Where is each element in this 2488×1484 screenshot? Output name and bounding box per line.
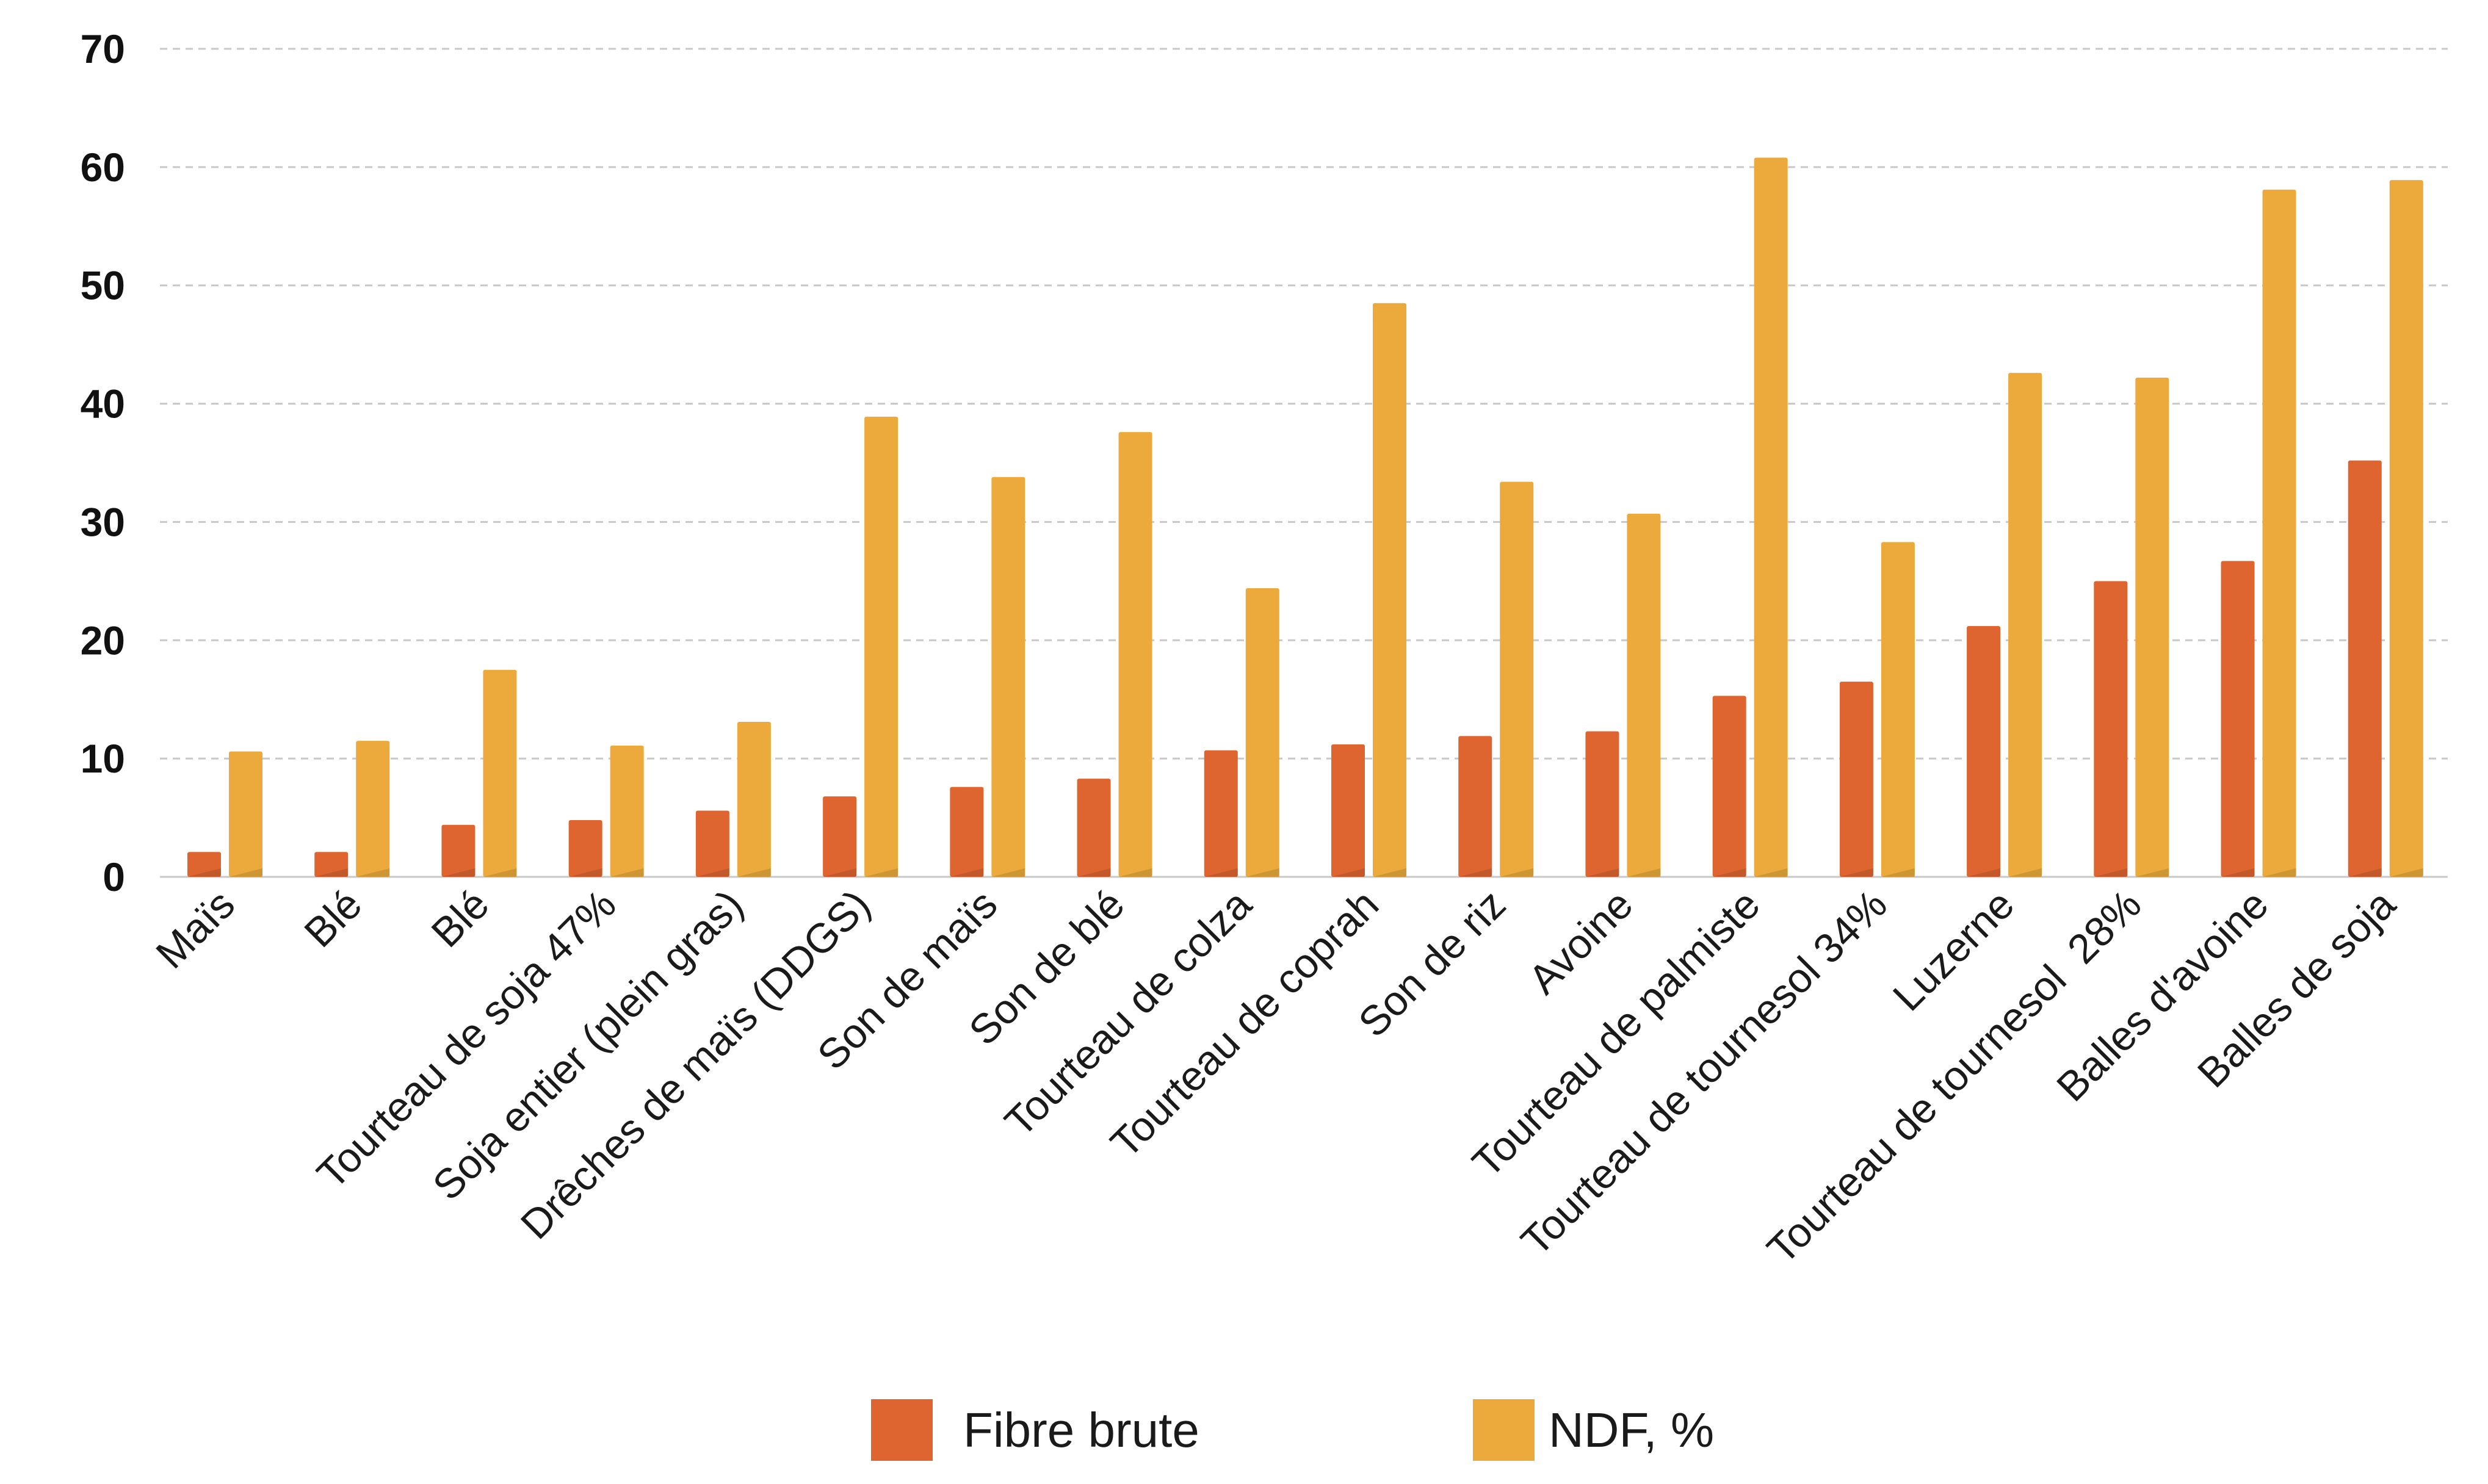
y-tick-label: 10 — [81, 736, 125, 781]
bar-shadow — [2262, 868, 2296, 877]
bar-ndf — [2389, 180, 2423, 877]
gridlines — [160, 48, 2448, 878]
y-tick-label: 60 — [81, 145, 125, 190]
bar-fibre-brute — [1712, 696, 1746, 877]
bar-shadow — [1585, 868, 1619, 877]
bar-shadow — [1077, 868, 1111, 877]
bar-shadow — [1712, 868, 1746, 877]
bar-fibre-brute — [1331, 744, 1365, 877]
bar-fibre-brute — [314, 852, 349, 877]
x-category-label: Blé — [295, 881, 371, 956]
bar-fibre-brute — [1204, 750, 1238, 877]
bar-shadow — [2389, 868, 2423, 877]
bar-shadow — [950, 868, 984, 877]
y-tick-label: 20 — [81, 618, 125, 663]
x-category-label: Maïs — [147, 881, 244, 978]
bar-fibre-brute — [950, 787, 984, 877]
bar-shadow — [1754, 868, 1788, 877]
bar-ndf — [1500, 481, 1534, 877]
bar-ndf — [1627, 513, 1661, 877]
bar-fibre-brute — [1839, 682, 1873, 877]
bar-shadow — [823, 868, 857, 877]
bar-ndf — [1245, 588, 1279, 877]
bar-ndf — [991, 477, 1025, 877]
y-tick-label: 40 — [81, 381, 125, 427]
bar-ndf — [1881, 542, 1915, 877]
bar-fibre-brute — [568, 819, 602, 877]
bar-fibre-brute — [2348, 460, 2382, 877]
bar-ndf — [864, 416, 899, 877]
bar-fibre-brute — [695, 810, 729, 877]
bar-fibre-brute — [1967, 626, 2001, 877]
bar-shadow — [1881, 868, 1915, 877]
bar-shadow — [991, 868, 1025, 877]
bar-ndf — [229, 751, 262, 877]
bar-shadow — [2008, 868, 2042, 877]
bar-shadow — [2221, 868, 2255, 877]
bar-shadow — [229, 868, 262, 877]
bar-fibre-brute — [1458, 736, 1492, 877]
bar-shadow — [483, 868, 517, 877]
legend: Fibre brute NDF, % — [871, 1399, 1714, 1461]
bar-shadow — [314, 868, 349, 877]
bar-shadow — [737, 868, 771, 877]
bar-ndf — [356, 741, 390, 877]
bar-shadow — [441, 868, 476, 877]
legend-label: NDF, % — [1549, 1403, 1714, 1457]
bar-shadow — [695, 868, 729, 877]
bar-ndf — [610, 745, 644, 877]
bar-ndf — [483, 669, 517, 877]
bar-shadow — [2094, 868, 2128, 877]
bar-shadow — [1204, 868, 1238, 877]
y-axis-tick-labels: 0 10 20 30 40 50 60 70 — [81, 26, 125, 899]
x-category-label: Tourteau de colza — [996, 881, 1260, 1145]
bar-ndf — [1373, 303, 1406, 877]
bar-ndf — [1754, 157, 1788, 877]
bar-shadow — [1331, 868, 1365, 877]
bar-shadow — [864, 868, 899, 877]
bar-ndf — [2262, 189, 2296, 877]
bar-fibre-brute — [1585, 731, 1619, 877]
bar-shadow — [1839, 868, 1873, 877]
legend-label: Fibre brute — [963, 1403, 1199, 1457]
bar-shadow — [1245, 868, 1279, 877]
bar-fibre-brute — [187, 852, 221, 877]
bar-fibre-brute — [823, 796, 857, 877]
bar-shadow — [1118, 868, 1152, 877]
x-category-label: Blé — [422, 881, 497, 956]
bar-shadow — [2348, 868, 2382, 877]
bar-shadow — [1373, 868, 1406, 877]
bar-shadow — [1500, 868, 1534, 877]
bar-ndf — [2008, 373, 2042, 877]
bar-shadow — [187, 868, 221, 877]
bar-shadow — [568, 868, 602, 877]
bar-fibre-brute — [2094, 581, 2128, 877]
bar-shadow — [356, 868, 390, 877]
y-tick-label: 70 — [81, 26, 125, 71]
x-category-label: Avoine — [1520, 881, 1642, 1003]
bar-shadow — [1967, 868, 2001, 877]
legend-swatch — [871, 1399, 933, 1461]
bar-fibre-brute — [2221, 561, 2255, 877]
bar-shadow — [1458, 868, 1492, 877]
bar-ndf — [2135, 377, 2169, 877]
bar-ndf — [1118, 432, 1152, 877]
bar-ndf — [737, 722, 771, 877]
y-tick-label: 0 — [103, 854, 125, 899]
legend-swatch — [1473, 1399, 1535, 1461]
bar-fibre-brute — [1077, 779, 1111, 877]
bar-shadow — [610, 868, 644, 877]
bar-shadow — [2135, 868, 2169, 877]
y-tick-label: 30 — [81, 499, 125, 544]
bar-fibre-brute — [441, 824, 476, 877]
y-tick-label: 50 — [81, 263, 125, 308]
bars — [187, 157, 2423, 877]
bar-shadow — [1627, 868, 1661, 877]
